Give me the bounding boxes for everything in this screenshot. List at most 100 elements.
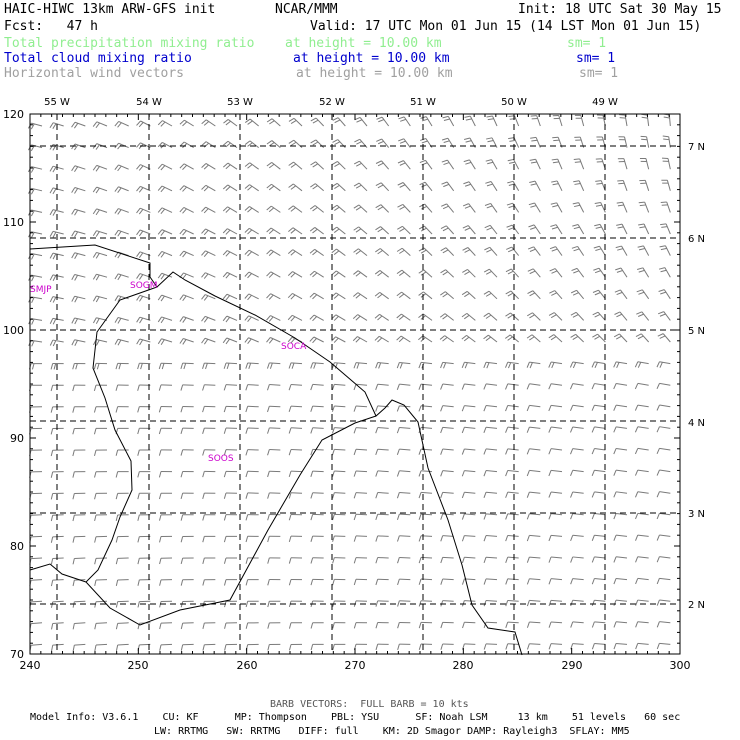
lon-label-54w: 54 W <box>136 97 162 108</box>
wind-barb <box>266 384 281 391</box>
wind-barb <box>505 334 519 343</box>
wind-barb <box>310 183 324 192</box>
wind-barb <box>353 427 368 434</box>
wind-barb <box>375 535 389 542</box>
wind-barb <box>594 223 606 235</box>
wind-barb <box>310 470 324 477</box>
wind-barb <box>396 291 411 300</box>
wind-barb <box>114 164 129 172</box>
wind-barb <box>505 491 519 498</box>
wind-barb <box>157 316 173 324</box>
lat-lon-grid-layer <box>30 114 680 654</box>
wind-barb <box>505 312 520 321</box>
wind-barb <box>396 313 411 321</box>
wind-barb <box>244 293 259 301</box>
wind-barb <box>159 622 173 630</box>
wind-barb <box>224 643 238 651</box>
wind-barb <box>656 599 671 606</box>
wind-barb <box>158 362 173 370</box>
wind-barb <box>72 384 86 392</box>
wind-barb <box>526 578 541 585</box>
wind-barb <box>136 251 151 259</box>
wind-barb <box>309 270 324 278</box>
wind-barb <box>50 557 64 565</box>
field-precip-level: at height = 10.00 km <box>285 36 442 51</box>
wind-barb <box>201 184 216 192</box>
wind-barb <box>656 361 671 368</box>
wind-barb <box>72 622 86 630</box>
wind-barb <box>530 115 541 127</box>
wind-barb <box>157 250 173 258</box>
wind-barb <box>72 535 86 543</box>
wind-barb <box>461 535 476 542</box>
wind-barb <box>550 224 563 235</box>
wind-barb <box>397 160 411 170</box>
wind-barb <box>201 250 216 257</box>
wind-barb <box>505 469 519 477</box>
wind-barb <box>591 578 606 585</box>
wind-barb <box>375 513 389 521</box>
wind-barb <box>115 557 129 565</box>
wind-barb <box>486 137 498 148</box>
wind-barb <box>462 203 476 213</box>
wind-barb <box>529 180 541 192</box>
wind-barb <box>376 116 390 127</box>
wind-barb <box>115 427 129 435</box>
wind-barb <box>94 643 108 652</box>
wind-barb <box>353 448 368 456</box>
wind-barb <box>571 267 585 278</box>
wind-barb <box>505 556 519 563</box>
wind-barb <box>353 226 368 235</box>
wind-barb <box>656 382 671 390</box>
wind-barb <box>526 361 541 369</box>
wind-barb <box>440 491 454 499</box>
wind-barb <box>375 448 389 456</box>
wind-barb <box>157 185 173 193</box>
wind-barb <box>442 115 455 127</box>
wind-barb <box>223 579 238 586</box>
wind-barb <box>462 225 476 235</box>
wind-barb <box>331 405 346 412</box>
wind-barb <box>570 491 584 498</box>
wind-barb <box>331 204 346 213</box>
wind-barb <box>398 138 411 148</box>
wind-barb <box>569 404 584 412</box>
wind-barb <box>244 206 259 213</box>
wind-barb <box>50 449 64 457</box>
wind-barb <box>440 621 454 629</box>
wind-barb <box>223 405 238 413</box>
wind-barb <box>396 491 411 499</box>
wind-barb <box>397 225 411 235</box>
wind-barb <box>635 642 649 650</box>
x-tick-300: 300 <box>670 659 691 672</box>
wind-barb <box>614 289 628 300</box>
wind-barb <box>656 556 671 563</box>
wind-barb <box>397 600 411 607</box>
wind-barb <box>591 448 606 455</box>
wind-barb <box>114 295 129 302</box>
wind-barb <box>266 183 281 192</box>
wind-barb <box>483 600 498 607</box>
lon-label-51w: 51 W <box>410 97 436 108</box>
wind-barb <box>332 513 346 521</box>
wind-barb <box>483 361 498 369</box>
wind-barb <box>440 448 454 455</box>
wind-barb <box>245 384 259 391</box>
wind-barb <box>137 427 151 435</box>
wind-barb <box>440 383 454 390</box>
wind-barb <box>50 579 64 587</box>
wind-barb <box>660 223 671 235</box>
wind-barb <box>660 201 671 213</box>
wind-barb <box>530 136 541 148</box>
wind-barb <box>591 643 606 650</box>
wind-barb <box>397 556 411 564</box>
wind-barb <box>92 273 108 281</box>
wind-barb <box>288 492 303 499</box>
wind-barb <box>287 249 303 257</box>
wind-barb <box>593 245 606 256</box>
wind-barb <box>526 383 541 390</box>
wind-barb <box>29 471 43 478</box>
wind-barb <box>72 449 86 457</box>
wind-barb <box>505 534 519 542</box>
wind-barb <box>440 247 455 256</box>
